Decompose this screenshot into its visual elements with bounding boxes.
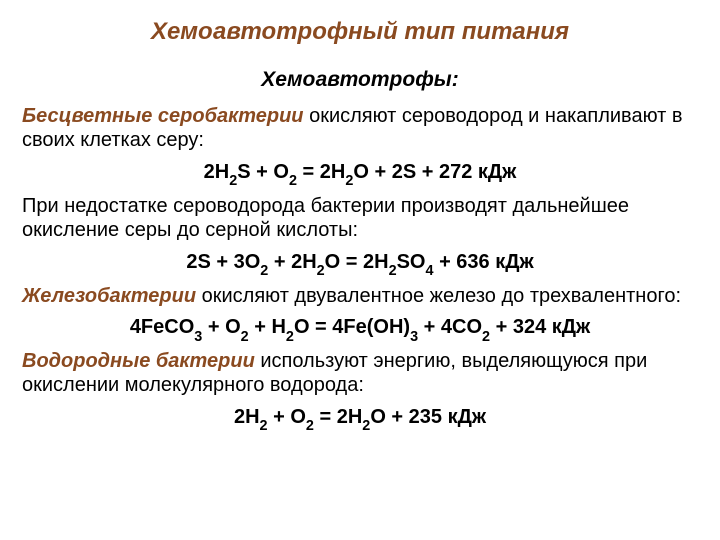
page-subtitle: Хемоавтотрофы:: [22, 68, 698, 92]
section-4-text: Водородные бактерии используют энергию, …: [22, 349, 698, 398]
section-3-equation: 4FeCO3 + O2 + H2O = 4Fe(OH)3 + 4CO2 + 32…: [22, 316, 698, 339]
section-2-equation: 2S + 3O2 + 2H2O = 2H2SO4 + 636 кДж: [22, 251, 698, 274]
section-2-after: При недостатке сероводорода бактерии про…: [22, 195, 629, 241]
page-title: Хемоавтотрофный тип питания: [22, 18, 698, 46]
section-3-lead: Железобактерии: [22, 285, 196, 307]
section-3-text: Железобактерии окисляют двувалентное жел…: [22, 284, 698, 308]
section-4-lead: Водородные бактерии: [22, 350, 255, 372]
section-3-after: окисляют двувалентное железо до трехвале…: [196, 285, 681, 307]
section-1-text: Бесцветные серобактерии окисляют серовод…: [22, 104, 698, 153]
section-1-equation: 2H2S + O2 = 2H2O + 2S + 272 кДж: [22, 161, 698, 184]
section-1-lead: Бесцветные серобактерии: [22, 105, 304, 127]
section-2-text: При недостатке сероводорода бактерии про…: [22, 194, 698, 243]
section-4-equation: 2H2 + O2 = 2H2O + 235 кДж: [22, 406, 698, 429]
